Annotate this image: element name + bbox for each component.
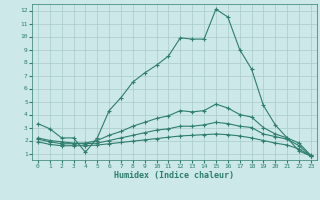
X-axis label: Humidex (Indice chaleur): Humidex (Indice chaleur) (115, 171, 234, 180)
